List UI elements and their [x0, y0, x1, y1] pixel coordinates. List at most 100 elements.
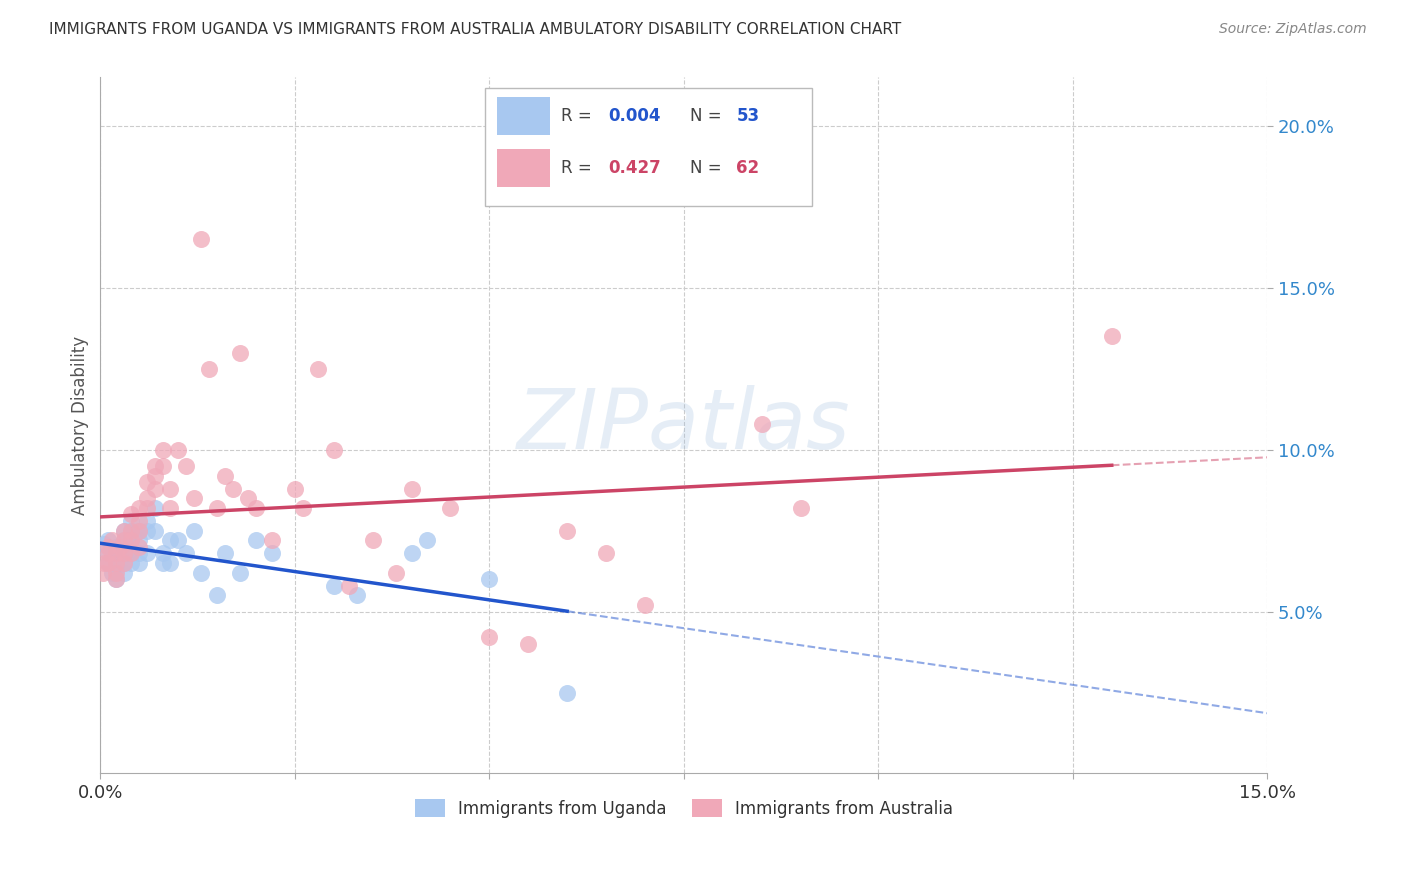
Point [121, 540, 143, 554]
Point [112, 556, 135, 570]
Point [595, 546, 617, 560]
Point [97, 556, 120, 570]
Point [121, 508, 143, 522]
Point [121, 533, 143, 548]
Point [121, 546, 143, 560]
Point [128, 500, 150, 515]
Point [101, 533, 124, 548]
Point [128, 514, 150, 528]
Point [346, 588, 368, 602]
Point [104, 549, 127, 564]
Point [159, 500, 181, 515]
Legend: Immigrants from Uganda, Immigrants from Australia: Immigrants from Uganda, Immigrants from … [408, 793, 960, 824]
Point [108, 546, 131, 560]
Point [205, 588, 228, 602]
Point [117, 536, 139, 550]
Text: R =: R = [561, 107, 598, 125]
Point [136, 491, 159, 506]
Point [789, 500, 811, 515]
Point [238, 491, 260, 506]
Point [337, 579, 360, 593]
Point [260, 546, 283, 560]
Text: R =: R = [561, 159, 598, 177]
Point [152, 442, 174, 457]
Point [152, 458, 174, 473]
Point [97, 540, 120, 554]
Point [361, 533, 384, 548]
Text: N =: N = [690, 159, 727, 177]
Point [416, 533, 439, 548]
Point [121, 533, 143, 548]
FancyBboxPatch shape [498, 96, 550, 135]
Point [128, 533, 150, 548]
Point [322, 442, 344, 457]
Point [401, 482, 423, 496]
Text: 62: 62 [737, 159, 759, 177]
Point [104, 546, 127, 560]
Point [112, 524, 135, 538]
Y-axis label: Ambulatory Disability: Ambulatory Disability [72, 336, 89, 515]
Point [104, 556, 127, 570]
Point [128, 546, 150, 560]
Point [112, 566, 135, 580]
Point [401, 546, 423, 560]
Point [555, 685, 578, 699]
Point [307, 361, 329, 376]
Point [260, 533, 283, 548]
Point [112, 533, 135, 548]
Point [291, 500, 314, 515]
Text: 0.427: 0.427 [607, 159, 661, 177]
Point [385, 566, 408, 580]
Point [198, 361, 221, 376]
Point [128, 556, 150, 570]
Text: 53: 53 [737, 107, 759, 125]
Point [245, 533, 267, 548]
Point [112, 540, 135, 554]
Point [167, 442, 190, 457]
Point [517, 637, 540, 651]
Point [159, 533, 181, 548]
Point [97, 556, 120, 570]
Point [128, 524, 150, 538]
Point [136, 546, 159, 560]
Point [143, 524, 166, 538]
Point [121, 524, 143, 538]
Point [104, 540, 127, 554]
Point [214, 468, 236, 483]
Point [221, 482, 243, 496]
Point [229, 345, 252, 359]
Point [478, 631, 501, 645]
Point [205, 500, 228, 515]
Point [121, 524, 143, 538]
Point [152, 546, 174, 560]
Point [143, 482, 166, 496]
Point [159, 482, 181, 496]
Point [143, 468, 166, 483]
Point [93, 536, 115, 550]
Point [174, 458, 197, 473]
Point [91, 566, 114, 580]
Point [478, 572, 501, 586]
Point [104, 572, 127, 586]
Text: N =: N = [690, 107, 727, 125]
Point [439, 500, 461, 515]
Point [152, 556, 174, 570]
Point [104, 566, 127, 580]
Point [214, 546, 236, 560]
Point [121, 556, 143, 570]
Point [634, 598, 657, 612]
Point [112, 533, 135, 548]
Point [121, 514, 143, 528]
Point [190, 232, 212, 246]
Point [128, 540, 150, 554]
Point [136, 514, 159, 528]
Point [159, 556, 181, 570]
Point [136, 475, 159, 489]
Point [112, 546, 135, 560]
FancyBboxPatch shape [485, 88, 813, 206]
Point [183, 491, 205, 506]
Point [555, 524, 578, 538]
Point [183, 524, 205, 538]
Point [104, 562, 127, 576]
Point [97, 546, 120, 560]
